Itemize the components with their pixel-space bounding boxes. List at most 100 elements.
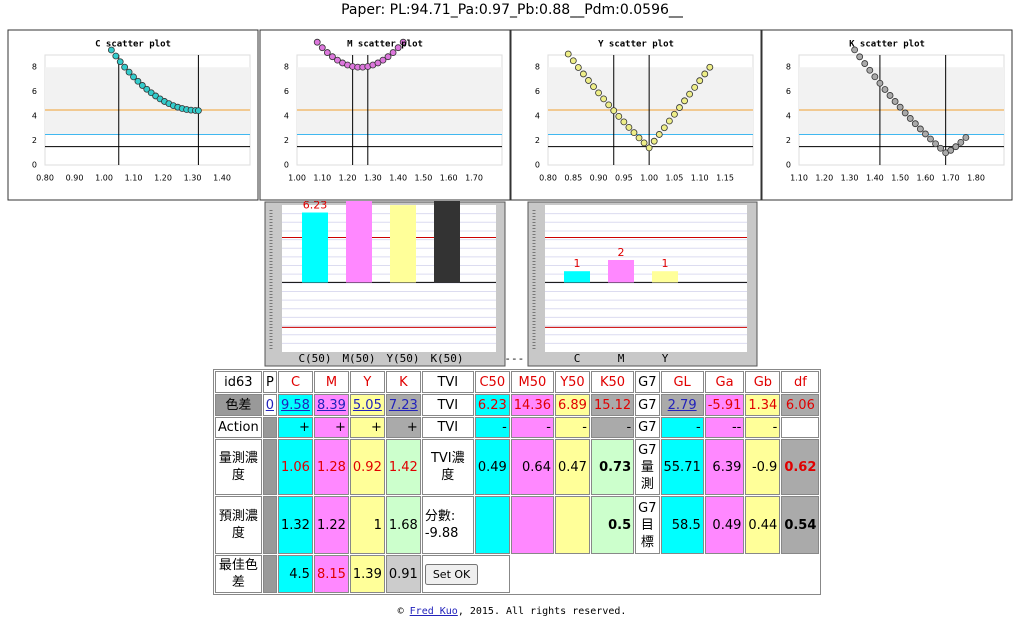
point — [851, 46, 859, 54]
point — [896, 103, 904, 111]
cell-text: + — [370, 420, 382, 435]
table-cell: 1.32 — [278, 496, 313, 554]
cell-text: 1.42 — [388, 459, 418, 475]
x-tick-label: 0.90 — [66, 174, 84, 183]
point — [590, 83, 597, 91]
chart-title: Y scatter plot — [598, 40, 674, 50]
bar — [346, 201, 372, 283]
table-cell: Y50 — [554, 371, 590, 393]
cell-text: 0.62 — [784, 459, 817, 475]
shade-band — [799, 67, 1004, 135]
point — [630, 129, 638, 137]
cell-link[interactable]: 0 — [265, 397, 274, 413]
x-tick-label: 1.50 — [891, 174, 909, 183]
table-cell: 6.06 — [781, 394, 820, 416]
cell-text: - — [582, 420, 587, 435]
table-cell: - — [554, 417, 590, 438]
table-cell: 55.71 — [660, 439, 704, 495]
point — [134, 77, 142, 85]
cell-text: 0.49 — [477, 459, 507, 475]
set-ok-button[interactable]: Set OK — [424, 563, 479, 585]
cell-link[interactable]: 8.39 — [316, 397, 346, 413]
y-tick-label: 2 — [284, 136, 289, 145]
table-cell: 4.5 — [278, 555, 313, 593]
x-tick-label: 1.40 — [866, 174, 884, 183]
table-cell: id63 — [215, 371, 262, 393]
point — [932, 140, 939, 148]
point — [911, 120, 919, 128]
point — [927, 135, 934, 143]
point — [574, 64, 582, 71]
cell-text: C50 — [479, 374, 506, 390]
table-cell: 最佳色差 — [215, 555, 262, 593]
cell-link[interactable]: 7.23 — [388, 397, 418, 413]
x-tick-label: 1.20 — [154, 174, 172, 183]
table-cell: 2.79 — [660, 394, 704, 416]
table-cell: M — [313, 371, 349, 393]
point — [121, 63, 129, 71]
point — [671, 110, 678, 118]
point — [399, 38, 407, 46]
cell-text: P — [265, 374, 274, 390]
table-cell: 0.44 — [745, 496, 781, 554]
table-cell: 量測濃度 — [215, 439, 262, 495]
table-cell: G7目標 — [635, 496, 660, 554]
cell-link[interactable]: 5.05 — [352, 397, 382, 413]
point — [886, 92, 894, 99]
points — [564, 50, 714, 152]
y-tick-label: 8 — [284, 63, 289, 72]
cell-text: M — [325, 374, 338, 390]
cell-text: 分數: -9.88 — [424, 509, 459, 541]
cell-text: -5.91 — [707, 397, 742, 413]
x-tick-label: 1.10 — [691, 174, 709, 183]
x-tick-label: 1.60 — [917, 174, 935, 183]
x-tick-label: 1.80 — [967, 174, 985, 183]
table-cell: 6.23 — [474, 394, 510, 416]
bar — [652, 271, 678, 283]
point — [706, 63, 714, 71]
table-cell: 0.91 — [385, 555, 421, 593]
table-cell: 1.22 — [313, 496, 349, 554]
cell-text: 1 — [373, 517, 382, 533]
cell-text: G7目標 — [638, 500, 657, 550]
point — [937, 144, 944, 152]
x-tick-label: M — [618, 352, 625, 365]
table-cell: C — [278, 371, 313, 393]
x-tick-label: 1.00 — [288, 174, 306, 183]
x-tick-label: 1.20 — [339, 174, 357, 183]
table-cell: 0.92 — [349, 439, 385, 495]
table-cell — [474, 496, 510, 554]
table-cell: 58.5 — [660, 496, 704, 554]
cell-link[interactable]: 2.79 — [667, 397, 697, 413]
cell-text: 1.68 — [388, 517, 418, 533]
author-link[interactable]: Fred Kuo — [409, 606, 458, 617]
cell-link[interactable]: 9.58 — [281, 397, 310, 413]
x-tick-label: 1.60 — [440, 174, 458, 183]
table-cell: 1.06 — [278, 439, 313, 495]
value-label: 6.89 — [391, 191, 416, 204]
point — [615, 112, 623, 120]
y-tick-label: 8 — [786, 63, 791, 72]
table-cell: 預測濃度 — [215, 496, 262, 554]
x-tick-label: 1.10 — [313, 174, 331, 183]
cell-text: 0.49 — [712, 517, 742, 533]
table-cell: TVI — [421, 394, 474, 416]
cell-text: Gb — [753, 374, 773, 390]
cell-text: 1.32 — [281, 517, 310, 533]
table-row: id63 P C M Y K TVI C50 M50 Y50 K50 G7 GL Ga Gb df — [215, 371, 820, 393]
table-cell — [554, 496, 590, 554]
table-cell: Gb — [745, 371, 781, 393]
point — [318, 44, 326, 52]
point — [866, 66, 874, 74]
cell-text: TVI濃度 — [430, 451, 465, 483]
table-cell: 0.62 — [781, 439, 820, 495]
points — [851, 46, 970, 157]
x-tick-label: K(50) — [430, 352, 463, 365]
point — [861, 60, 869, 67]
cell-text: + — [406, 420, 418, 435]
table-cell — [510, 555, 820, 593]
cell-text: 6.39 — [712, 459, 742, 475]
point — [952, 143, 960, 151]
shade-band — [548, 67, 753, 135]
